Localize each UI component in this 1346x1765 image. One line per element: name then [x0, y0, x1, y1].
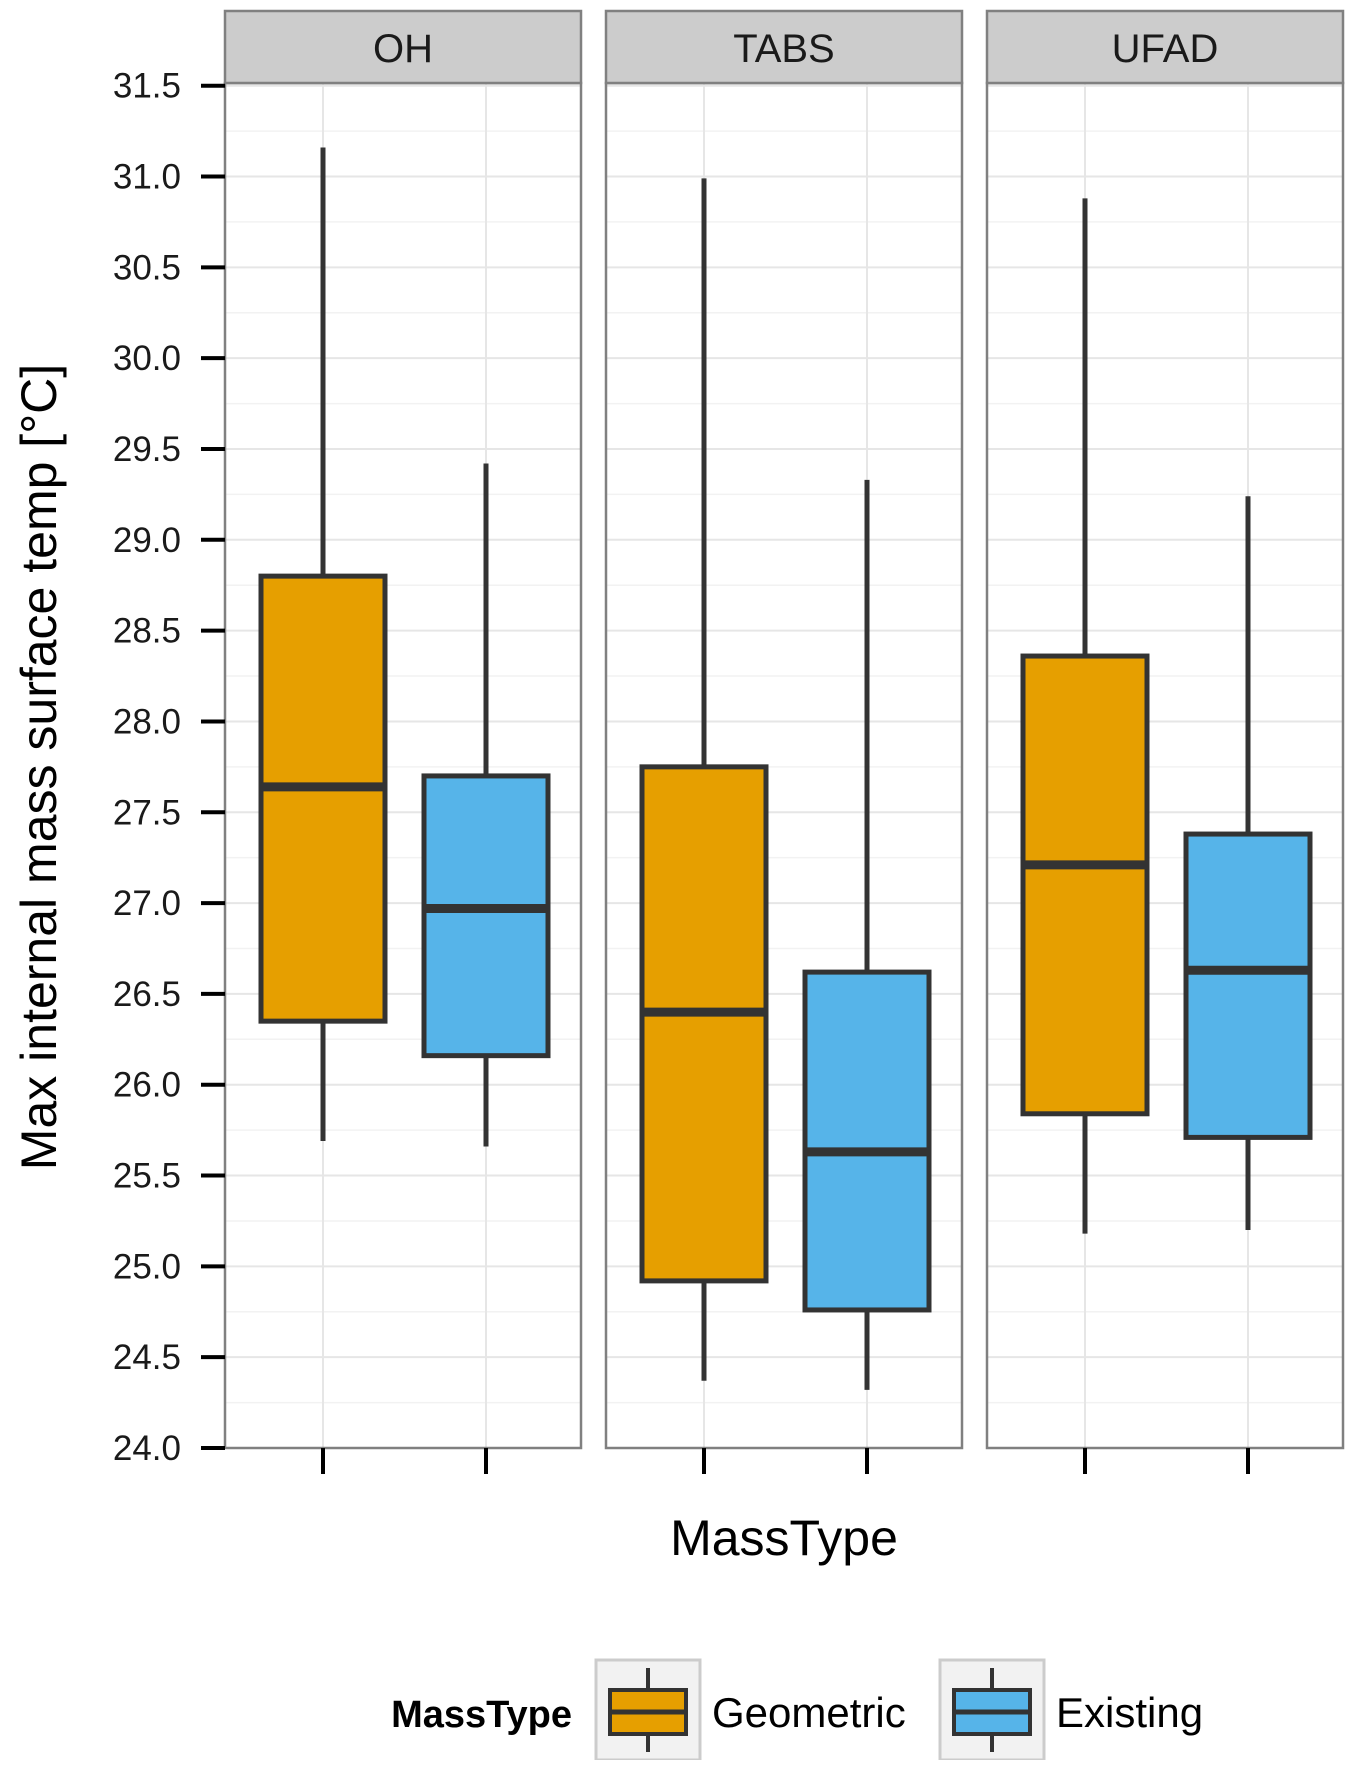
- boxplot-oh-existing[interactable]: [421, 463, 551, 1147]
- y-tick-label: 28.0: [113, 702, 181, 741]
- box-iqr[interactable]: [802, 969, 932, 1313]
- x-axis-title: MassType: [670, 1510, 898, 1566]
- facet-strip: [985, 9, 1345, 85]
- y-tick-label: 24.0: [113, 1429, 181, 1468]
- y-tick-label: 28.5: [113, 612, 181, 651]
- boxplot-tabs-existing[interactable]: [802, 479, 932, 1390]
- facet-strip-label: OH: [373, 27, 433, 71]
- y-axis-title: Max internal mass surface temp [°C]: [11, 364, 67, 1170]
- facet-strip: [604, 9, 964, 85]
- box-iqr[interactable]: [258, 573, 388, 1024]
- boxplot-ufad-geometric[interactable]: [1020, 198, 1150, 1234]
- y-tick-label: 25.0: [113, 1247, 181, 1286]
- legend: MassType Geometric Existing: [391, 1658, 1203, 1762]
- y-tick-label: 31.0: [113, 158, 181, 197]
- facet-strip-label: TABS: [733, 27, 835, 71]
- box-iqr[interactable]: [639, 764, 769, 1284]
- boxplot-tabs-geometric[interactable]: [639, 178, 769, 1381]
- legend-key-geometric[interactable]: [594, 1658, 702, 1762]
- boxplot-oh-geometric[interactable]: [258, 147, 388, 1142]
- y-tick-label: 25.5: [113, 1157, 181, 1196]
- facet-panel-ufad: UFAD: [985, 9, 1345, 1474]
- legend-title: MassType: [391, 1694, 572, 1736]
- box-iqr[interactable]: [1020, 653, 1150, 1117]
- y-tick-label: 27.0: [113, 884, 181, 923]
- facet-strip: [223, 9, 583, 85]
- box-iqr[interactable]: [421, 773, 551, 1059]
- y-axis: 24.0 24.5 25.0 25.5 26.0 26.5 27.0 27.5 28.0 28.5…: [113, 67, 225, 1468]
- legend-label: Geometric: [712, 1689, 906, 1736]
- legend-key-existing[interactable]: [938, 1658, 1046, 1762]
- box-iqr[interactable]: [1183, 831, 1313, 1140]
- y-tick-label: 31.5: [113, 67, 181, 106]
- boxplots: [258, 147, 1313, 1390]
- y-tick-label: 29.5: [113, 430, 181, 469]
- y-tick-label: 26.5: [113, 975, 181, 1014]
- y-tick-label: 24.5: [113, 1338, 181, 1377]
- y-tick-label: 30.0: [113, 339, 181, 378]
- legend-label: Existing: [1056, 1689, 1203, 1736]
- y-tick-label: 30.5: [113, 248, 181, 287]
- facet-strip-label: UFAD: [1112, 27, 1219, 71]
- boxplot-ufad-existing[interactable]: [1183, 496, 1313, 1231]
- y-tick-label: 27.5: [113, 793, 181, 832]
- y-tick-label: 29.0: [113, 521, 181, 560]
- y-tick-label: 26.0: [113, 1066, 181, 1105]
